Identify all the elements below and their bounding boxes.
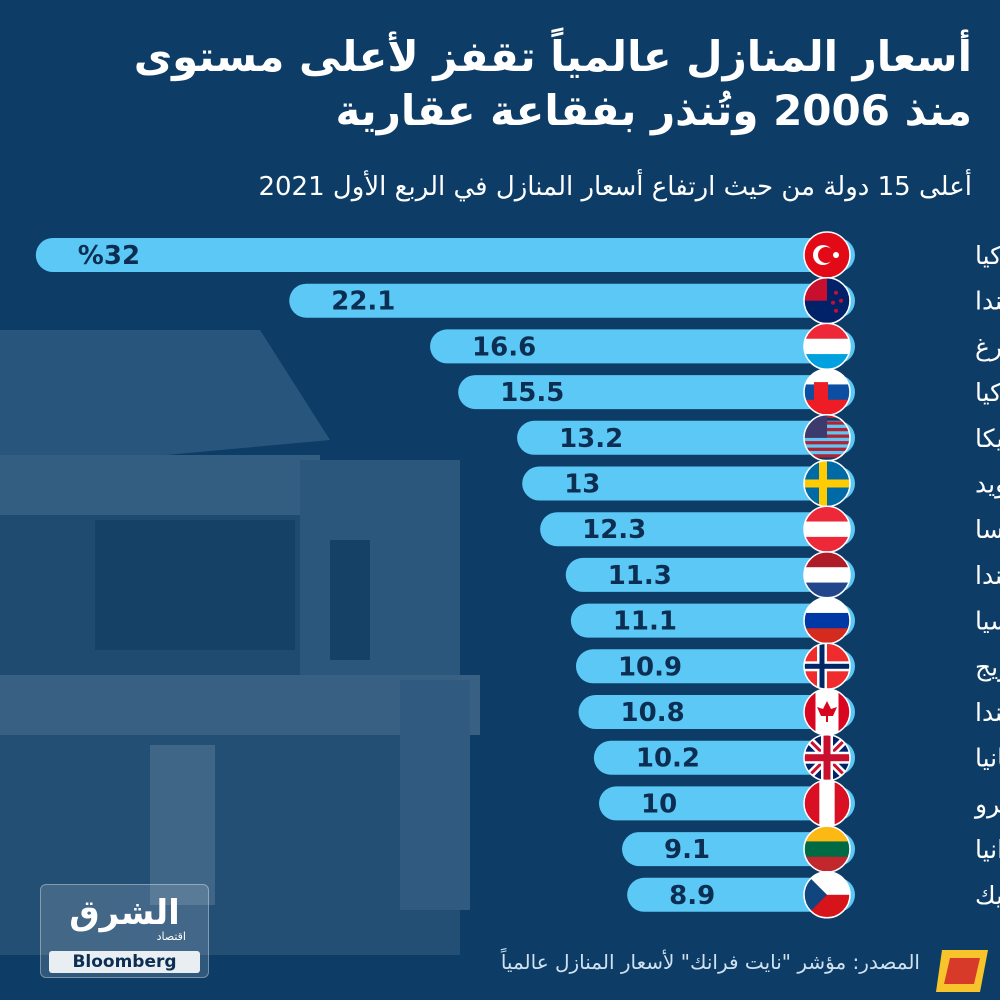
- bar: [517, 420, 855, 455]
- bar: [599, 786, 855, 821]
- new-zealand-flag-icon: [803, 276, 851, 325]
- bar-row: 10.9 النرويج: [575, 642, 1000, 691]
- bar-row: 15.5 سلوفاكيا: [458, 368, 1000, 416]
- data-label: 13: [564, 470, 600, 500]
- bar: [575, 649, 855, 684]
- logo-sub-text: اقتصاد: [156, 930, 186, 943]
- category-label: النمسا: [975, 515, 1000, 544]
- uk-flag-icon: [803, 733, 851, 782]
- category-label: النرويج: [975, 652, 1000, 682]
- category-label: كندا: [975, 698, 1000, 727]
- chart-title: أسعار المنازل عالمياً تقفز لأعلى مستوى م…: [133, 32, 972, 135]
- bar-row: 10.2 بريطانيا: [593, 733, 1000, 782]
- data-label: 11.3: [608, 561, 672, 591]
- category-label: السويد: [975, 470, 1000, 499]
- data-label: 10.8: [621, 698, 685, 728]
- logo-bloomberg-text: Bloomberg: [49, 951, 200, 973]
- bar-row: 13.2 أمريكا: [517, 414, 1000, 462]
- turkey-flag-icon: [803, 231, 851, 279]
- bar-row: 12.3 النمسا: [540, 505, 1000, 553]
- austria-flag-icon: [803, 505, 851, 553]
- slovakia-flag-icon: [803, 368, 851, 416]
- bar: [565, 557, 855, 592]
- bar-row: 13 السويد: [522, 459, 1000, 508]
- bar-row: 8.9 التشيك: [627, 871, 1000, 919]
- bar-row: 10.8 كندا: [578, 688, 1000, 736]
- data-label: 11.1: [613, 607, 677, 637]
- asharq-bloomberg-logo: الشرق اقتصاد Bloomberg: [40, 884, 209, 978]
- bar: [570, 603, 855, 638]
- norway-flag-icon: [803, 642, 851, 691]
- data-label: %32: [78, 241, 140, 271]
- bar-chart: %32 تركيا 22.1 نيوزيلندا 16.6 لوكسمبورغ 15.5 سل…: [35, 231, 1000, 919]
- bar-row: 22.1 نيوزيلندا: [289, 276, 1000, 325]
- luxembourg-flag-icon: [803, 322, 851, 371]
- bar-row: 11.1 روسيا: [570, 596, 1000, 645]
- czech-flag-icon: [803, 871, 851, 919]
- lithuania-flag-icon: [803, 825, 851, 873]
- category-label: التشيك: [975, 881, 1000, 910]
- category-label: ليتوانيا: [975, 835, 1000, 864]
- bar: [578, 695, 855, 729]
- bar: [289, 283, 855, 318]
- corner-brand-icon: [936, 950, 988, 992]
- bar: [627, 877, 855, 912]
- category-label: لوكسمبورغ: [975, 332, 1000, 361]
- category-label: بيرو: [973, 789, 1000, 819]
- bar-row: 10 بيرو: [599, 779, 1000, 828]
- netherlands-flag-icon: [803, 551, 851, 599]
- bar: [430, 329, 855, 364]
- bar: [593, 740, 855, 775]
- sweden-flag-icon: [803, 459, 851, 508]
- bar-row: 9.1 ليتوانيا: [622, 825, 1000, 873]
- data-label: 10.9: [618, 652, 682, 682]
- canada-flag-icon: [803, 688, 851, 736]
- data-label: 9.1: [664, 835, 710, 865]
- bar: [35, 238, 856, 272]
- category-label: هولندا: [975, 561, 1000, 590]
- category-label: أمريكا: [975, 421, 1000, 453]
- data-label: 16.6: [472, 332, 536, 362]
- data-label: 13.2: [559, 424, 623, 454]
- peru-flag-icon: [803, 779, 851, 828]
- data-label: 8.9: [669, 881, 715, 911]
- data-label: 22.1: [331, 287, 395, 317]
- bar: [458, 375, 855, 410]
- bar-row: 16.6 لوكسمبورغ: [430, 322, 1000, 371]
- bar-row: %32 تركيا: [35, 231, 1000, 279]
- category-label: روسيا: [975, 607, 1000, 637]
- source-note: المصدر: مؤشر "نايت فرانك" لأسعار المنازل…: [500, 950, 920, 974]
- bar: [522, 466, 855, 501]
- category-label: نيوزيلندا: [975, 287, 1000, 316]
- data-label: 10.2: [636, 744, 700, 774]
- chart-subtitle: أعلى 15 دولة من حيث ارتفاع أسعار المنازل…: [258, 172, 972, 202]
- bar: [540, 512, 855, 547]
- category-label: سلوفاكيا: [975, 378, 1000, 407]
- category-label: بريطانيا: [975, 744, 1000, 773]
- data-label: 10: [641, 789, 677, 819]
- data-label: 12.3: [582, 515, 646, 545]
- bar: [622, 832, 855, 867]
- logo-arabic-text: الشرق: [69, 893, 180, 933]
- russia-flag-icon: [803, 596, 851, 645]
- data-label: 15.5: [500, 378, 564, 408]
- category-label: تركيا: [975, 241, 1000, 270]
- bar-row: 11.3 هولندا: [565, 551, 1000, 599]
